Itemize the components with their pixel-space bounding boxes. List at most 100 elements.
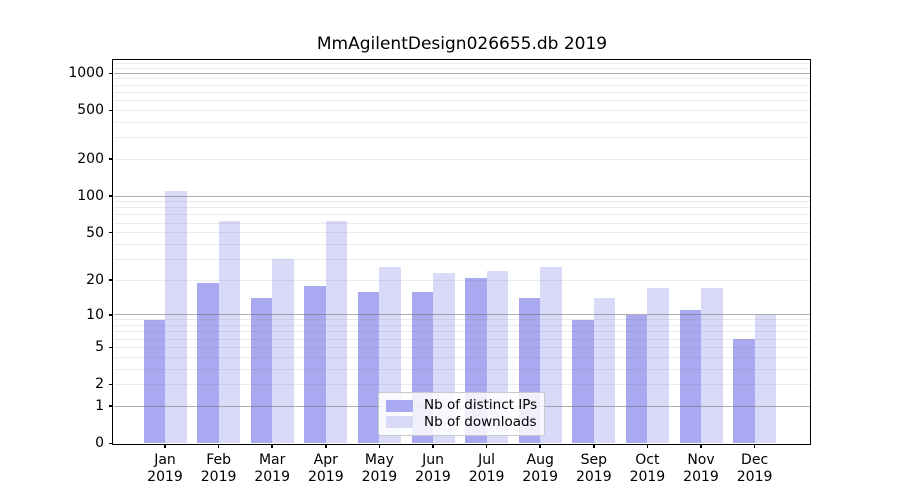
major-gridline [114, 314, 810, 316]
minor-gridline [114, 331, 810, 333]
x-tick-mark [432, 443, 434, 448]
bar-downloads-nov [701, 288, 723, 444]
x-tick-mark [753, 443, 756, 448]
bar-distinct-ips-dec [733, 339, 755, 444]
bar-distinct-ips-feb [197, 282, 219, 444]
minor-gridline [114, 279, 810, 281]
minor-gridline [114, 91, 810, 93]
minor-gridline [114, 325, 810, 327]
y-tick-mark [108, 72, 113, 74]
minor-gridline [114, 356, 810, 358]
minor-gridline [114, 62, 810, 64]
minor-gridline [114, 158, 810, 160]
bar-distinct-ips-sep [572, 319, 594, 444]
y-tick-label: 10 [86, 306, 104, 323]
x-tick-label-jun: Jun 2019 [415, 452, 451, 485]
x-tick-label-apr: Apr 2019 [307, 452, 344, 485]
minor-gridline [114, 243, 810, 245]
minor-gridline [114, 346, 810, 348]
y-tick-mark [108, 231, 113, 234]
x-tick-mark [539, 443, 541, 448]
x-tick-mark [325, 443, 327, 448]
legend: Nb of distinct IPs Nb of downloads [378, 392, 545, 436]
x-tick-mark [700, 443, 702, 448]
x-tick-mark [217, 443, 220, 448]
x-tick-label-nov: Nov 2019 [683, 452, 719, 485]
minor-gridline [114, 232, 810, 234]
y-tick-mark [108, 405, 113, 407]
bar-downloads-aug [540, 266, 562, 444]
bar-distinct-ips-nov [679, 310, 701, 444]
y-tick-label: 200 [77, 151, 104, 168]
x-tick-label-sep: Sep 2019 [575, 452, 612, 485]
x-tick-mark [378, 443, 381, 448]
x-tick-label-mar: Mar 2019 [254, 452, 290, 485]
x-tick-label-jul: Jul 2019 [468, 452, 505, 485]
x-tick-mark [271, 443, 273, 448]
x-tick-mark [593, 443, 595, 448]
y-tick-mark [108, 195, 113, 197]
legend-item-downloads: Nb of downloads [386, 413, 537, 430]
y-tick-label: 50 [86, 224, 104, 241]
minor-gridline [114, 207, 810, 209]
bar-downloads-jan [165, 191, 187, 444]
bar-downloads-apr [325, 221, 348, 444]
y-tick-label: 1000 [68, 65, 104, 82]
legend-label-distinct-ips: Nb of distinct IPs [424, 397, 538, 414]
x-tick-label-feb: Feb 2019 [200, 452, 237, 485]
legend-label-downloads: Nb of downloads [424, 413, 537, 430]
minor-gridline [114, 201, 810, 203]
bar-downloads-oct [647, 288, 669, 444]
minor-gridline [114, 109, 810, 111]
legend-swatch-distinct-ips [386, 399, 413, 412]
y-tick-mark [108, 158, 113, 160]
minor-gridline [114, 338, 810, 340]
x-tick-label-oct: Oct 2019 [629, 452, 666, 485]
y-tick-mark [108, 383, 113, 386]
x-tick-mark [485, 443, 488, 448]
minor-gridline [114, 383, 810, 385]
bar-downloads-feb [218, 220, 241, 444]
minor-gridline [114, 368, 810, 370]
x-tick-label-may: May 2019 [361, 452, 398, 485]
x-tick-label-aug: Aug 2019 [522, 452, 558, 485]
y-tick-label: 1 [95, 398, 104, 415]
x-tick-mark [164, 443, 166, 448]
minor-gridline [114, 258, 810, 260]
bar-distinct-ips-mar [250, 298, 273, 444]
y-tick-label: 0 [95, 435, 104, 452]
minor-gridline [114, 319, 810, 321]
y-tick-mark [108, 314, 113, 316]
y-tick-label: 2 [95, 376, 104, 393]
bar-distinct-ips-apr [304, 285, 326, 444]
x-tick-label-jan: Jan 2019 [147, 452, 183, 485]
minor-gridline [114, 84, 810, 86]
major-gridline [114, 195, 810, 197]
minor-gridline [114, 100, 810, 102]
minor-gridline [114, 121, 810, 123]
minor-gridline [114, 214, 810, 216]
y-tick-mark [108, 442, 113, 445]
y-tick-mark [108, 346, 113, 349]
minor-gridline [114, 78, 810, 80]
y-tick-mark [108, 109, 113, 112]
y-tick-label: 5 [95, 339, 104, 356]
minor-gridline [114, 67, 810, 69]
legend-swatch-downloads [386, 416, 413, 429]
major-gridline [114, 72, 810, 74]
bar-downloads-sep [593, 298, 616, 444]
chart-title: MmAgilentDesign026655.db 2019 [316, 34, 608, 54]
minor-gridline [114, 137, 810, 139]
y-tick-label: 100 [77, 188, 104, 205]
bar-downloads-dec [754, 314, 777, 444]
x-tick-mark [646, 443, 649, 448]
x-tick-label-dec: Dec 2019 [736, 452, 773, 485]
minor-gridline [114, 222, 810, 224]
bar-distinct-ips-jan [143, 319, 165, 444]
bar-distinct-ips-oct [625, 314, 648, 444]
bar-downloads-mar [272, 259, 294, 444]
y-tick-label: 20 [86, 272, 104, 289]
bar-distinct-ips-may [357, 291, 380, 444]
y-tick-label: 500 [77, 102, 104, 119]
